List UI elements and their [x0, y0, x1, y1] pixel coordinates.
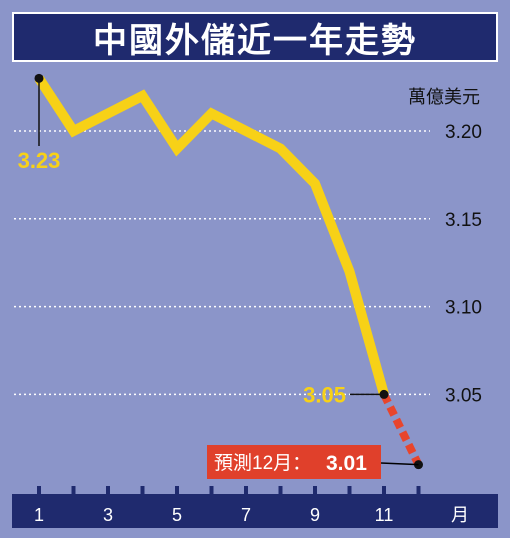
y-tick-label: 3.20 — [445, 122, 482, 143]
x-tick-label: 3 — [103, 505, 113, 525]
x-tick-label: 9 — [310, 505, 320, 525]
x-tick-label: 1 — [34, 505, 44, 525]
y-tick-label: 3.05 — [445, 385, 482, 406]
x-axis-ticks — [37, 486, 421, 500]
y-tick-label: 3.15 — [445, 210, 482, 231]
x-tick-labels: 1 3 5 7 9 11 — [34, 505, 393, 525]
forecast-label-box — [207, 445, 381, 479]
x-tick-label: 5 — [172, 505, 182, 525]
forecast-value-label: 3.01 — [326, 452, 367, 475]
forecast-line — [380, 392, 423, 467]
x-tick-label: 11 — [375, 505, 394, 525]
gridlines — [14, 130, 430, 396]
annotations: 3.23 3.05 — [18, 73, 423, 470]
y-tick-label: 3.10 — [445, 298, 482, 319]
forecast-label-text: 預測12月： — [214, 452, 311, 474]
x-axis-bar — [12, 494, 498, 528]
forecast-connector — [380, 462, 419, 466]
annotation-label: 3.23 — [18, 148, 61, 173]
chart-title: 中國外儲近一年走勢 — [12, 12, 498, 62]
series-line — [34, 75, 389, 396]
x-tick-label: 7 — [241, 505, 251, 525]
annotation-label: 3.05 — [303, 382, 346, 407]
y-tick-labels: 3.20 3.15 3.10 3.05 — [445, 122, 482, 406]
forecast-label: 預測12月： 3.01 — [207, 445, 419, 479]
x-axis-unit: 月 — [451, 505, 469, 525]
unit-label: 萬億美元 — [408, 87, 480, 107]
